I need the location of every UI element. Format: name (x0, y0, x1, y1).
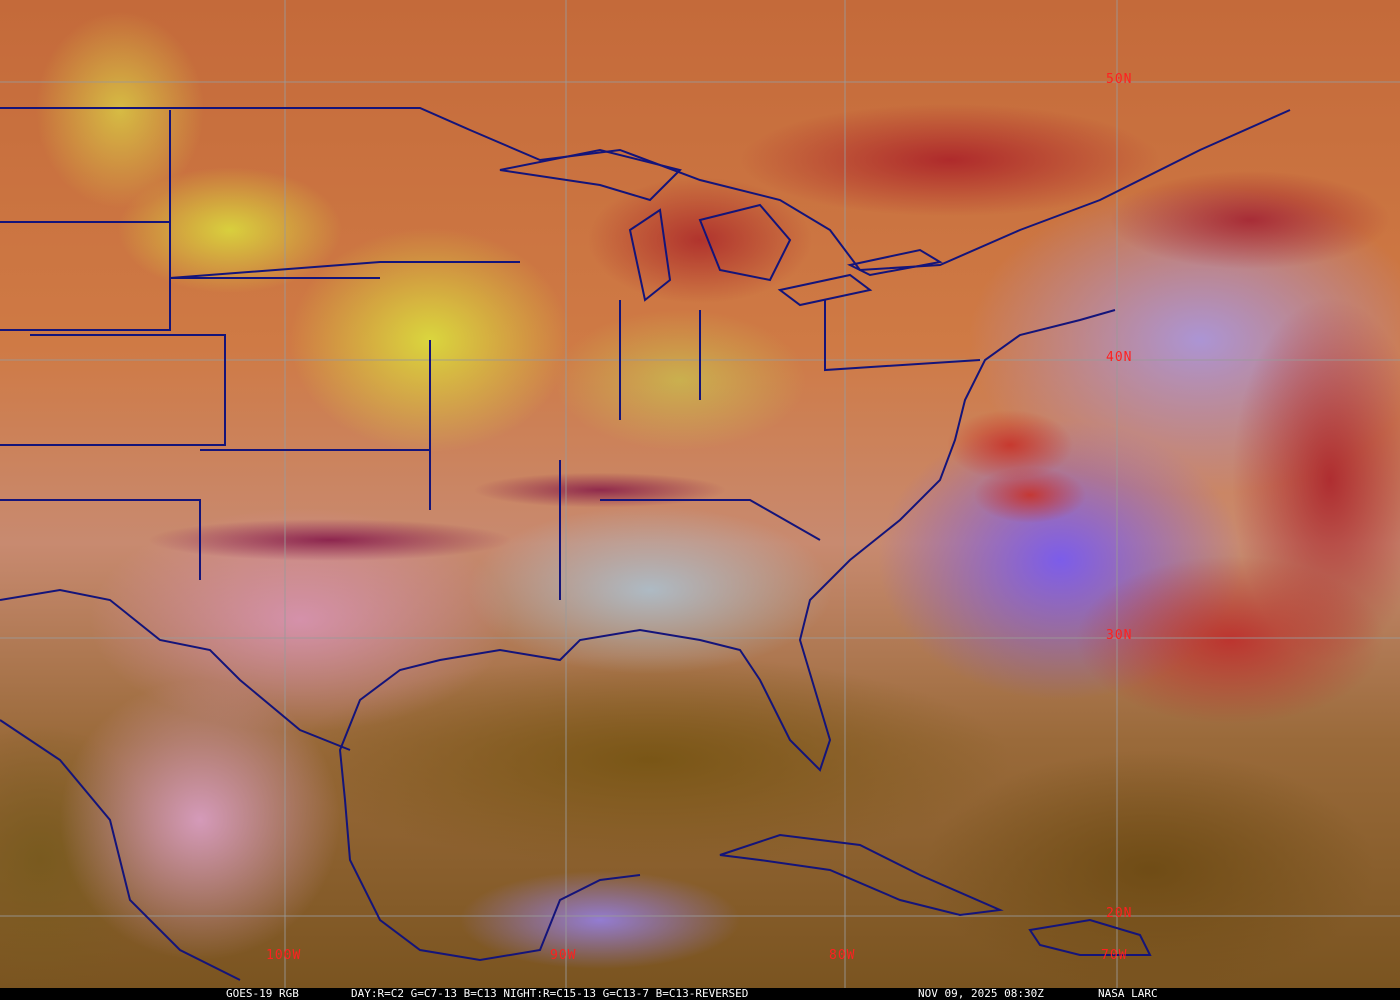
us-east-coast (338, 309, 1116, 962)
hispaniola (1028, 918, 1152, 956)
lat-label-20n: 20N (1106, 906, 1133, 921)
coastlines-and-borders (0, 107, 1291, 981)
great-lakes (499, 148, 943, 307)
mexico-pacific-coast (0, 719, 241, 981)
lon-label-80w: 80W (829, 948, 856, 963)
lat-label-30n: 30N (1106, 628, 1133, 643)
lat-label-40n: 40N (1106, 350, 1133, 365)
cuba (719, 833, 1004, 917)
lon-label-90w: 90W (550, 948, 577, 963)
lat-label-50n: 50N (1106, 72, 1133, 87)
rgb-recipe: DAY:R=C2 G=C7-13 B=C13 NIGHT:R=C15-13 G=… (351, 987, 749, 1000)
timestamp: NOV 09, 2025 08:30Z (918, 987, 1044, 1000)
lon-label-100w: 100W (266, 948, 302, 963)
credit: NASA LARC (1098, 987, 1158, 1000)
canada-border (0, 107, 1291, 272)
state-lines (0, 110, 981, 600)
caption-bar: GOES-19 RGB DAY:R=C2 G=C7-13 B=C13 NIGHT… (0, 988, 1400, 1000)
mexico-border (0, 588, 351, 751)
lon-label-70w: 70W (1101, 948, 1128, 963)
product-name: GOES-19 RGB (226, 987, 299, 1000)
